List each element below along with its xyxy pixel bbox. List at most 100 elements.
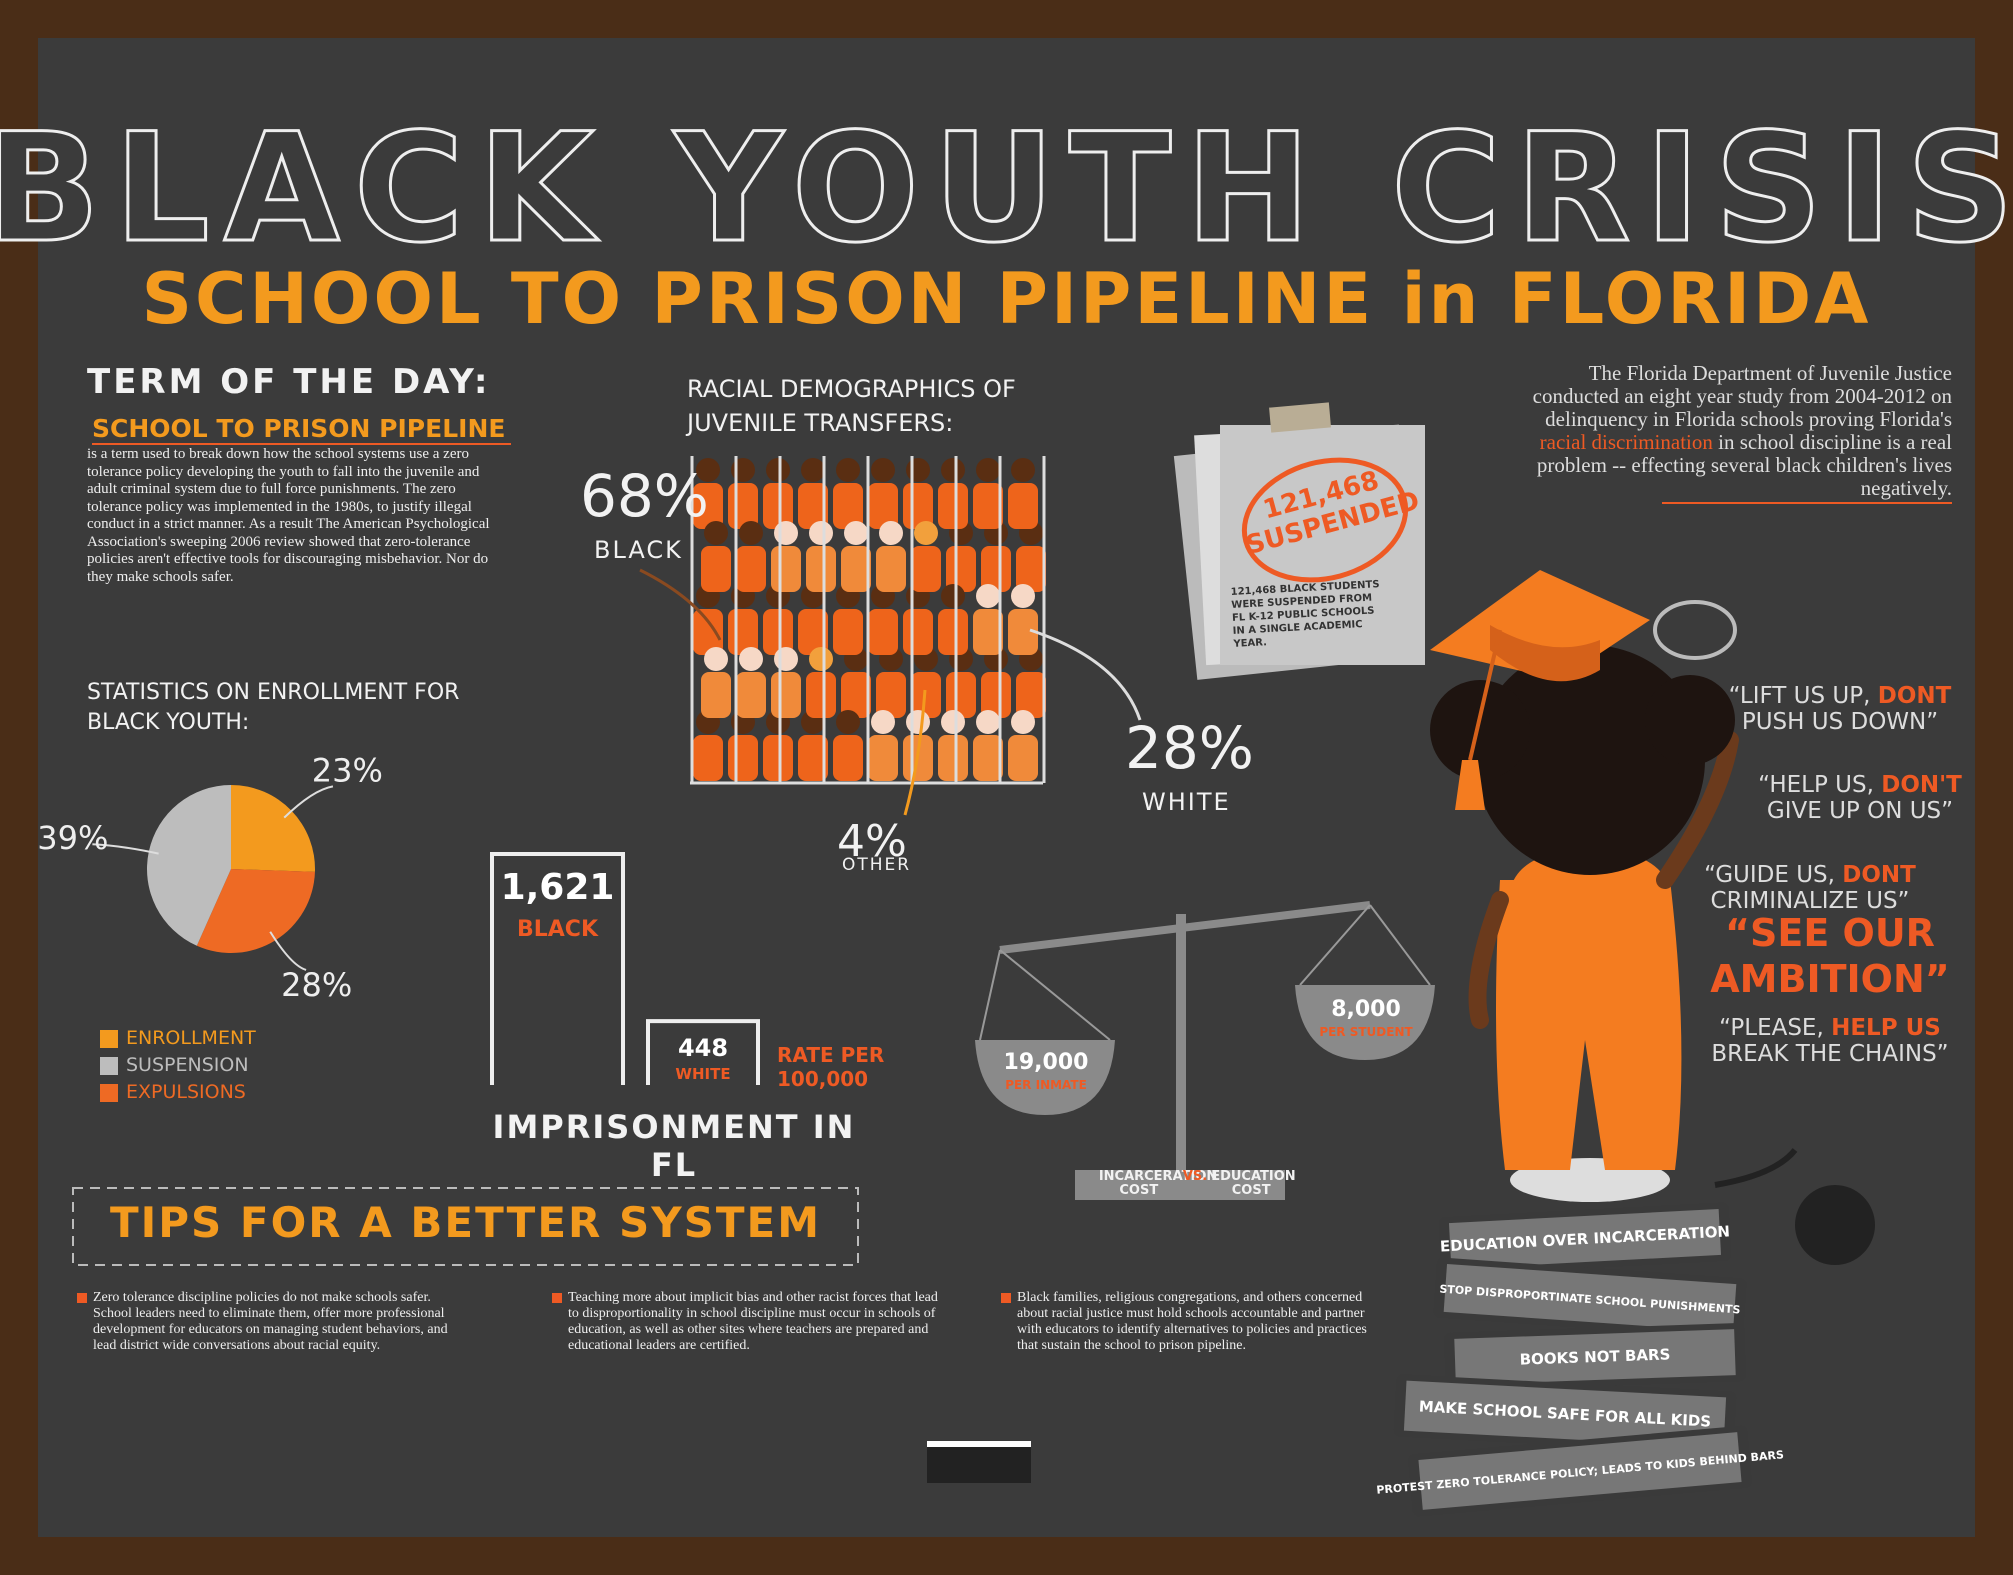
- quote-highlight: DONT: [1877, 683, 1952, 709]
- legend-label: EXPULSIONS: [126, 1081, 246, 1103]
- figure-body: [973, 609, 1003, 655]
- pie-leader: [283, 785, 334, 819]
- figure-head: [941, 584, 965, 608]
- balance-scale: [975, 901, 1435, 1200]
- tips-box: [72, 1187, 859, 1266]
- term-name: SCHOOL TO PRISON PIPELINE: [92, 414, 512, 445]
- figure-head: [836, 458, 860, 482]
- figure-body: [806, 546, 836, 592]
- cost-amount: 19,000: [1003, 1050, 1089, 1075]
- bar-value: 1,621: [501, 867, 615, 908]
- figure-body: [876, 546, 906, 592]
- pie-slice: [147, 785, 231, 946]
- quote-text: “GUIDE US,: [1704, 862, 1843, 888]
- book: BOOKS NOT BARS: [1444, 1322, 1746, 1392]
- figure-head: [774, 521, 798, 545]
- figure-head: [879, 521, 903, 545]
- figure-head: [1011, 710, 1035, 734]
- figure-body: [693, 483, 723, 529]
- pie-slice: [196, 869, 315, 953]
- cost-vs: VS.: [1182, 1169, 1208, 1184]
- figure-body: [1008, 735, 1038, 781]
- book-spine: [1454, 1329, 1736, 1385]
- figure-head: [704, 647, 728, 671]
- figure-head: [844, 521, 868, 545]
- bar-category: WHITE: [675, 1065, 730, 1083]
- figure-body: [763, 609, 793, 655]
- figure-head: [766, 458, 790, 482]
- pie-slice: [231, 785, 315, 872]
- figure-head: [914, 521, 938, 545]
- figure-body: [868, 483, 898, 529]
- figure-body: [973, 735, 1003, 781]
- figure-head: [774, 647, 798, 671]
- book-spine: [1448, 1208, 1722, 1270]
- pie-label: 23%: [312, 751, 383, 789]
- papers: [1173, 402, 1425, 680]
- figure-head: [871, 710, 895, 734]
- figure-head: [809, 521, 833, 545]
- figure-body: [728, 735, 758, 781]
- book-spine: [1403, 1380, 1727, 1448]
- suspended-note: 121,468 BLACK STUDENTS WERE SUSPENDED FR…: [1230, 579, 1380, 650]
- quote-text: PUSH US DOWN”: [1741, 709, 1939, 735]
- study-highlight: racial discrimination: [1539, 430, 1713, 454]
- quote: “PLEASE, HELP US BREAK THE CHAINS”: [1690, 1015, 1970, 1067]
- figure-body: [876, 672, 906, 718]
- figure-body: [973, 483, 1003, 529]
- figure-head: [739, 647, 763, 671]
- book-spine: [1443, 1263, 1737, 1333]
- imprisonment-bar: [490, 852, 625, 1085]
- figure-body: [841, 672, 871, 718]
- study-text: The Florida Department of Juvenile Justi…: [1520, 362, 1952, 504]
- demographics-title: RACIAL DEMOGRAPHICS OF JUVENILE TRANSFER…: [687, 375, 1016, 437]
- term-definition: is a term used to break down how the sch…: [87, 446, 490, 585]
- figure-head: [739, 521, 763, 545]
- demographic-value: 68%: [580, 462, 709, 530]
- figure-body: [798, 483, 828, 529]
- figure-body: [693, 735, 723, 781]
- legend-label: ENROLLMENT: [126, 1027, 256, 1049]
- figure-head: [1011, 458, 1035, 482]
- quote: “HELP US, DON'T GIVE UP ON US”: [1740, 772, 1980, 824]
- quote-text: GIVE UP ON US”: [1766, 798, 1954, 824]
- quote-highlight: DON'T: [1881, 772, 1962, 798]
- imprisonment-bar: [646, 1019, 760, 1085]
- bar-value: 448: [678, 1034, 728, 1062]
- demographic-value: 28%: [1125, 714, 1254, 782]
- figure-body: [938, 735, 968, 781]
- pie-leader: [269, 931, 307, 971]
- enrollment-title: STATISTICS ON ENROLLMENT FOR BLACK YOUTH…: [87, 680, 460, 735]
- figure-body: [806, 672, 836, 718]
- figure-body: [938, 609, 968, 655]
- pie-leader: [92, 843, 159, 855]
- figure-body: [701, 672, 731, 718]
- leader: [903, 689, 927, 816]
- figure-head: [976, 458, 1000, 482]
- tip: Zero tolerance discipline policies do no…: [77, 1290, 463, 1354]
- figure-head: [836, 710, 860, 734]
- figure-body: [911, 546, 941, 592]
- figure-head: [906, 458, 930, 482]
- cost-label: PER STUDENT: [1319, 1025, 1413, 1039]
- pie-label: 28%: [281, 966, 352, 1004]
- figure-body: [763, 483, 793, 529]
- figure-body: [981, 546, 1011, 592]
- student-figure: [1430, 570, 1875, 1265]
- figure-head: [941, 710, 965, 734]
- cost-left: INCARCERATION COST: [1098, 1169, 1218, 1198]
- figure-head: [871, 458, 895, 482]
- figure-body: [701, 546, 731, 592]
- demographic-value: 4%: [837, 816, 907, 867]
- figure-body: [763, 735, 793, 781]
- cost-caption: INCARCERATION COST VS. EDUCATION COST: [1075, 1170, 1315, 1198]
- title-layer: BLACK YOUTH CRISIS: [0, 101, 2013, 261]
- book-title: BOOKS NOT BARS: [1519, 1345, 1670, 1368]
- demographic-label: BLACK: [594, 536, 683, 564]
- figure-body: [1016, 546, 1046, 592]
- figure-body: [938, 483, 968, 529]
- tip: Black families, religious congregations,…: [1001, 1290, 1387, 1354]
- imprisonment-title: IMPRISONMENT IN FL: [492, 1108, 856, 1184]
